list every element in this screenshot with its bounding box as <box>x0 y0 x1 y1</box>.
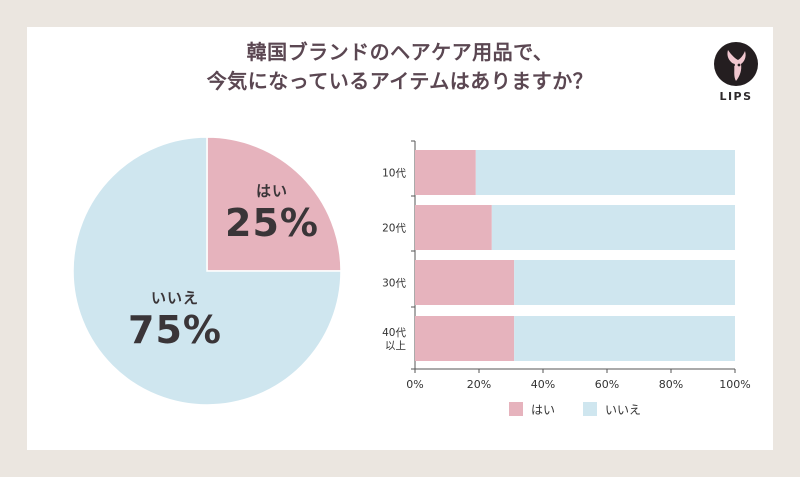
logo-text: LIPS <box>719 90 753 103</box>
bar-no-0 <box>475 150 735 195</box>
legend-item-no: いいえ <box>583 401 641 418</box>
pie-label-yes-text: はい <box>255 182 288 200</box>
bar-no-2 <box>514 260 735 305</box>
deer-logo-icon <box>714 42 758 86</box>
bar-yes-0 <box>415 150 476 195</box>
pie-label-no-text: いいえ <box>150 289 199 307</box>
x-tick-label: 0% <box>406 378 423 391</box>
pie-value-yes: 25% <box>225 201 319 245</box>
category-label-1: 20代 <box>382 223 406 235</box>
bar-legend: はい いいえ <box>509 400 659 418</box>
bar-yes-1 <box>415 205 492 250</box>
pie-slice-yes <box>206 136 342 272</box>
pie-value-no: 75% <box>128 308 222 352</box>
bar-yes-2 <box>415 260 515 305</box>
x-tick-label: 20% <box>467 378 491 391</box>
legend-label-no: いいえ <box>605 402 642 417</box>
pie-slice-no <box>72 136 342 406</box>
chart-title: 韓国ブランドのヘアケア用品で、 今気になっているアイテムはありますか？ <box>0 38 800 96</box>
legend-label-yes: はい <box>531 402 556 417</box>
category-label-3: 40代 <box>382 327 406 339</box>
category-label-3: 以上 <box>385 340 406 352</box>
x-tick-label: 100% <box>719 378 750 391</box>
pie-label-yes: はい 25% <box>222 180 322 245</box>
pie-label-no: いいえ 75% <box>115 287 235 352</box>
title-line-2: 今気になっているアイテムはありますか？ <box>206 69 594 93</box>
x-tick-label: 40% <box>531 378 555 391</box>
bar-no-1 <box>491 205 735 250</box>
legend-item-yes: はい <box>509 401 555 418</box>
category-label-0: 10代 <box>382 168 406 180</box>
legend-swatch-no <box>583 402 598 416</box>
bar-yes-3 <box>415 316 515 361</box>
title-line-1: 韓国ブランドのヘアケア用品で、 <box>246 40 554 64</box>
legend-swatch-yes <box>509 402 523 416</box>
x-tick-label: 60% <box>595 378 619 391</box>
x-tick-label: 80% <box>659 378 683 391</box>
lips-logo: LIPS <box>711 40 761 106</box>
bar-no-3 <box>514 316 735 361</box>
category-label-2: 30代 <box>382 278 406 290</box>
